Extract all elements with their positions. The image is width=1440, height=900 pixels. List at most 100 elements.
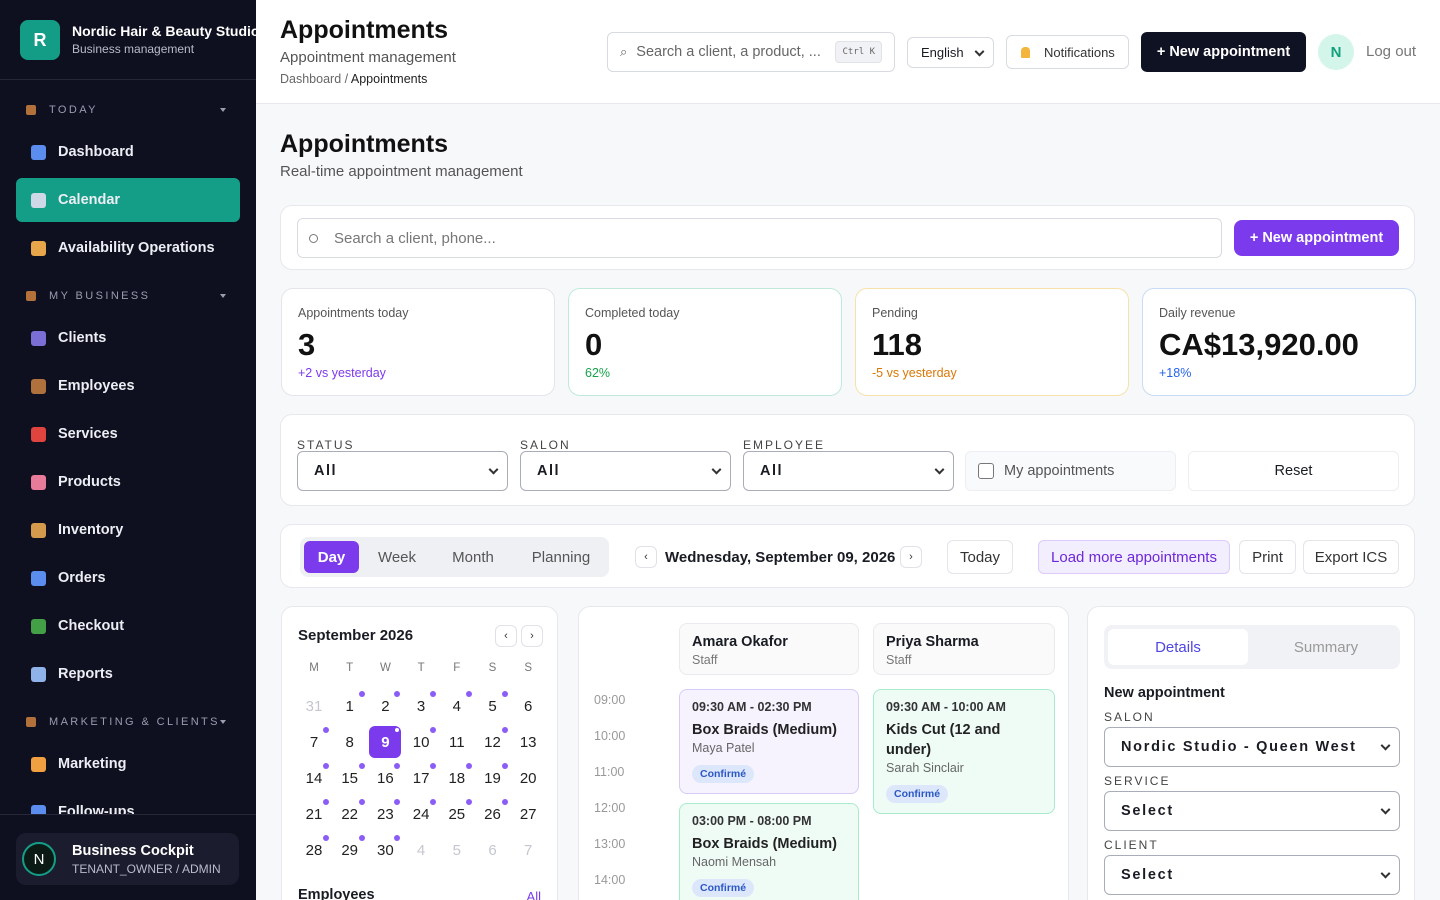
calendar-day[interactable]: 2 [369,690,401,722]
next-month[interactable]: › [521,625,543,647]
calendar-day[interactable]: 7 [512,834,544,866]
nav-item[interactable]: Calendar [16,178,240,222]
section-header[interactable]: TODAY [0,90,256,130]
weekday: T [346,662,354,674]
calendar-day[interactable]: 21 [298,798,330,830]
nav-item[interactable]: Employees [16,364,240,408]
calendar-day[interactable]: 26 [477,798,509,830]
calendar-day[interactable]: 5 [477,690,509,722]
calendar-day[interactable]: 8 [334,726,366,758]
user-card[interactable]: N Business Cockpit TENANT_OWNER / ADMIN [16,833,239,885]
nav-item[interactable]: Services [16,412,240,456]
next-day[interactable]: › [900,546,922,568]
field-select[interactable]: Select [1104,855,1400,895]
breadcrumb-link[interactable]: Dashboard [280,72,342,86]
nav-icon [31,474,46,490]
nav-item[interactable]: Checkout [16,604,240,648]
my-appointments-checkbox[interactable]: My appointments [965,451,1176,491]
day-number: 4 [452,697,461,715]
event-dot [430,691,437,697]
new-appointment-button[interactable]: + New appointment [1141,32,1306,72]
calendar-day[interactable]: 20 [512,762,544,794]
section-header[interactable]: MY BUSINESS [0,276,256,316]
calendar-day[interactable]: 27 [512,798,544,830]
calendar-day[interactable]: 4 [405,834,437,866]
prev-day[interactable]: ‹ [635,546,657,568]
calendar-day[interactable]: 11 [441,726,473,758]
calendar-day[interactable]: 5 [441,834,473,866]
calendar-day[interactable]: 9 [369,726,402,758]
logout[interactable]: Log out [1366,43,1417,60]
calendar-day[interactable]: 30 [369,834,401,866]
calendar-day[interactable]: 12 [477,726,509,758]
global-search[interactable]: ⌕ Search a client, a product, ... Ctrl K [607,32,895,72]
event-dot [501,799,508,805]
calendar-day[interactable]: 3 [405,690,437,722]
prev-month[interactable]: ‹ [495,625,517,647]
calendar-day[interactable]: 19 [477,762,509,794]
nav-item[interactable]: Follow-ups [16,790,240,814]
view-button[interactable]: Week [377,548,417,566]
export-button[interactable]: Export ICS [1303,540,1399,574]
calendar-day[interactable]: 25 [441,798,473,830]
field-select[interactable]: Nordic Studio - Queen West [1104,727,1400,767]
view-button[interactable]: Day [304,541,359,573]
appointment[interactable]: 09:30 AM - 02:30 PM Box Braids (Medium) Ma… [679,689,859,794]
tab[interactable]: Details [1108,629,1248,665]
calendar-day[interactable]: 7 [298,726,330,758]
calendar-day[interactable]: 23 [369,798,401,830]
calendar-day[interactable]: 22 [334,798,366,830]
section-title: MY BUSINESS [49,290,151,302]
nav-item[interactable]: Availability Operations [16,226,240,270]
section-header[interactable]: MARKETING & CLIENTS [0,702,256,742]
filter-select[interactable]: All [297,451,508,491]
hour-label: 09:00 [594,693,626,707]
calendar-day[interactable]: 16 [369,762,401,794]
filter-select[interactable]: All [520,451,731,491]
calendar-day[interactable]: 14 [298,762,330,794]
new-appointment-button[interactable]: + New appointment [1234,220,1399,256]
nav-item[interactable]: Orders [16,556,240,600]
calendar-day[interactable]: 29 [334,834,366,866]
stat-card: Daily revenue CA$13,920.00 +18% [1142,288,1416,396]
tab[interactable]: Summary [1293,638,1359,656]
stat-value: 3 [298,327,316,362]
calendar-day[interactable]: 17 [405,762,437,794]
field-select[interactable]: Select [1104,791,1400,831]
employees-link[interactable]: All [526,889,541,900]
calendar-day[interactable]: 15 [334,762,366,794]
filter-select[interactable]: All [743,451,954,491]
view-button[interactable]: Planning [531,548,591,566]
view-button[interactable]: Month [452,548,494,566]
calendar-day[interactable]: 6 [477,834,509,866]
nav-item[interactable]: Reports [16,652,240,696]
calendar-day[interactable]: 6 [512,690,544,722]
calendar-day[interactable]: 31 [298,690,330,722]
staff-name: Priya Sharma [886,634,979,650]
load-more-button[interactable]: Load more appointments [1038,540,1230,574]
appointment[interactable]: 09:30 AM - 10:00 AM Kids Cut (12 and unde… [873,689,1055,814]
search-input[interactable]: Search a client, phone... [297,218,1222,258]
reset-button[interactable]: Reset [1188,451,1399,491]
nav-item[interactable]: Marketing [16,742,240,786]
event-dot [358,799,365,805]
nav-item[interactable]: Clients [16,316,240,360]
notifications-button[interactable]: Notifications [1006,35,1129,69]
avatar[interactable]: N [1318,34,1354,70]
print-button[interactable]: Print [1239,540,1296,574]
language-select[interactable]: English [907,37,994,68]
calendar-day[interactable]: 13 [512,726,544,758]
calendar-day[interactable]: 1 [334,690,366,722]
calendar-day[interactable]: 10 [405,726,437,758]
nav-item[interactable]: Dashboard [16,130,240,174]
calendar-day[interactable]: 28 [298,834,330,866]
day-number: 8 [345,733,354,751]
nav-item[interactable]: Inventory [16,508,240,552]
day-number: 23 [377,805,394,823]
today-button[interactable]: Today [947,540,1013,574]
nav-item[interactable]: Products [16,460,240,504]
calendar-day[interactable]: 24 [405,798,437,830]
calendar-day[interactable]: 4 [441,690,473,722]
appointment[interactable]: 03:00 PM - 08:00 PM Box Braids (Medium) Na… [679,803,859,900]
calendar-day[interactable]: 18 [441,762,473,794]
